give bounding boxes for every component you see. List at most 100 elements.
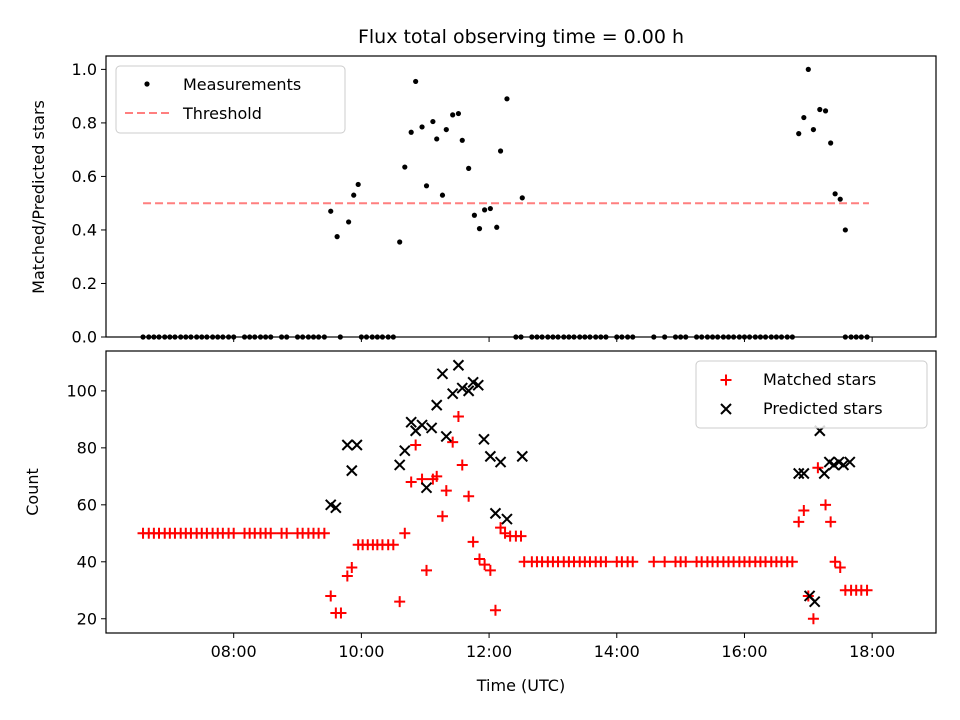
data-point <box>399 527 411 539</box>
data-point <box>494 224 500 230</box>
legend-marker-predicted <box>720 403 732 415</box>
data-point <box>346 561 358 573</box>
data-point <box>832 191 838 197</box>
legend-label-matched: Matched stars <box>763 370 876 389</box>
data-point <box>494 456 507 468</box>
data-point <box>416 419 428 431</box>
data-point <box>798 467 810 480</box>
data-point <box>440 485 452 497</box>
data-point <box>487 205 493 212</box>
legend-box <box>115 65 346 134</box>
data-point <box>793 516 805 528</box>
data-point <box>410 439 422 451</box>
data-point <box>484 450 497 463</box>
data-point <box>446 388 459 400</box>
data-point <box>515 530 527 542</box>
data-point <box>420 482 433 494</box>
data-point <box>476 226 483 232</box>
data-point <box>817 106 823 113</box>
bottom-panel: 20 40 60 80 100 08:00 10:00 12:00 14:00 16:00 18:0… <box>23 350 937 695</box>
data-point <box>452 359 465 371</box>
data-point <box>405 476 417 488</box>
data-point <box>325 590 337 602</box>
data-point <box>455 110 462 117</box>
top-plot-frame <box>105 55 937 338</box>
data-point <box>471 212 477 218</box>
data-point <box>478 433 490 446</box>
data-point <box>484 564 496 576</box>
data-point <box>818 467 830 480</box>
legend-label-measurements: Measurements <box>183 75 301 94</box>
data-point <box>793 467 805 480</box>
data-point <box>394 596 406 608</box>
data-point <box>346 464 358 477</box>
data-point <box>436 368 449 380</box>
x-tick-label: 10:00 <box>338 642 384 661</box>
data-point <box>822 108 829 114</box>
data-point <box>440 430 453 443</box>
data-point <box>474 553 485 565</box>
data-point <box>808 595 821 608</box>
data-point <box>423 183 430 189</box>
data-point <box>837 459 850 471</box>
data-point <box>397 239 403 245</box>
y-tick-label: 0.6 <box>72 167 97 186</box>
data-point <box>837 196 843 202</box>
y-tick-label: 40 <box>77 552 97 571</box>
data-point <box>519 195 525 201</box>
data-point <box>443 126 449 133</box>
data-point <box>466 165 472 171</box>
data-point <box>812 462 824 474</box>
bottom-plot-frame <box>105 350 937 634</box>
data-point <box>495 522 507 534</box>
legend-label-predicted: Predicted stars <box>763 399 883 418</box>
data-point <box>419 124 425 130</box>
x-tick-label: 18:00 <box>849 642 895 661</box>
data-point <box>281 527 293 539</box>
data-point <box>408 129 414 135</box>
data-point <box>447 436 459 448</box>
x-tick-label: 12:00 <box>466 642 512 661</box>
top-axes: 0.0 0.2 0.4 0.6 0.8 1.0 <box>72 60 873 347</box>
data-point <box>459 137 465 143</box>
data-point <box>431 470 443 482</box>
legend-marker-matched <box>720 374 732 386</box>
data-point <box>828 140 834 146</box>
data-point <box>479 559 491 571</box>
data-point <box>405 416 417 428</box>
data-point <box>497 148 504 154</box>
top-legend: Measurements Threshold <box>115 65 346 134</box>
data-point <box>829 556 841 568</box>
legend-label-threshold: Threshold <box>182 104 262 123</box>
y-tick-label: 80 <box>77 438 97 457</box>
data-point <box>431 399 443 411</box>
y-tick-label: 0.4 <box>72 220 97 239</box>
y-tick-label: 100 <box>66 381 97 400</box>
data-point <box>399 444 411 457</box>
data-point <box>805 66 811 72</box>
data-point <box>341 570 353 582</box>
y-tick-label: 20 <box>77 609 97 628</box>
data-point <box>228 527 240 539</box>
data-point <box>425 422 438 434</box>
data-point <box>600 556 612 568</box>
bottom-axes: 20 40 60 80 100 08:00 10:00 12:00 14:00 16:00 18:0… <box>66 381 895 661</box>
top-y-axis-label: Matched/Predicted stars <box>29 100 48 294</box>
data-point <box>341 439 354 451</box>
series-predicted-stars <box>325 359 856 608</box>
data-point <box>472 379 484 391</box>
data-point <box>452 411 464 423</box>
data-point <box>467 536 479 548</box>
top-panel: 0.0 0.2 0.4 0.6 0.8 1.0 Matched/Predicted sta… <box>29 55 937 347</box>
data-point <box>318 527 330 539</box>
data-point <box>501 513 513 525</box>
data-point <box>335 607 347 619</box>
data-point <box>456 459 468 471</box>
data-point <box>463 490 475 502</box>
data-point <box>462 385 475 397</box>
data-point <box>330 501 342 514</box>
y-tick-label: 60 <box>77 495 97 514</box>
data-point <box>627 556 639 568</box>
bottom-y-axis-label: Count <box>23 468 42 516</box>
bottom-legend: Matched stars Predicted stars <box>695 360 928 429</box>
